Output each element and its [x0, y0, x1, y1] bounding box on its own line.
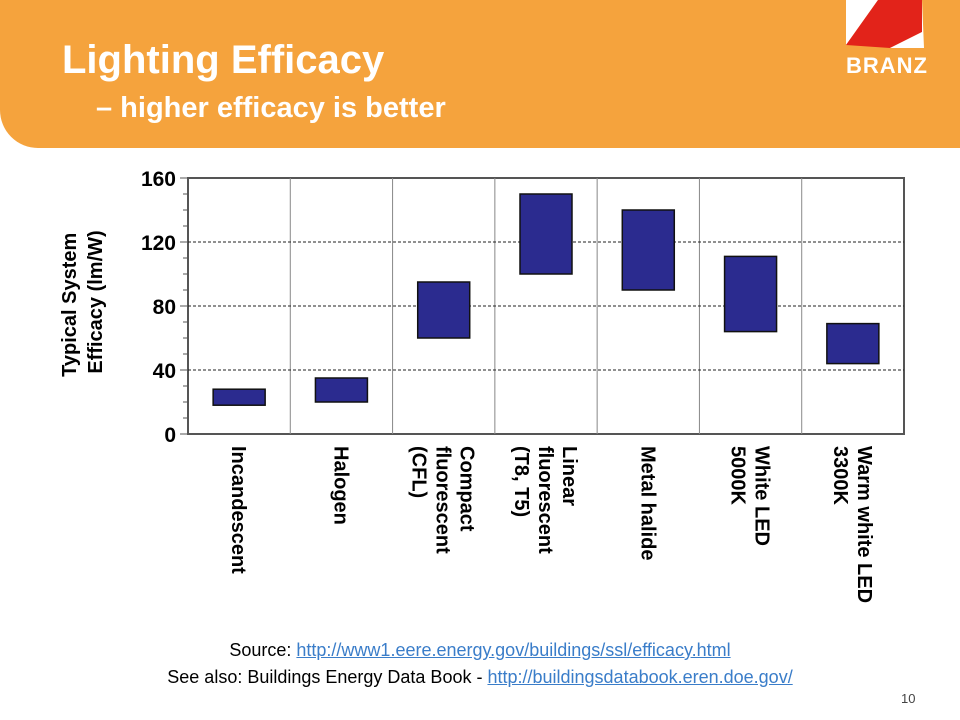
range-bar — [621, 209, 676, 291]
range-bar — [212, 388, 266, 406]
see-also-line: See also: Buildings Energy Data Book - h… — [0, 667, 960, 688]
x-tick-label-line: Halogen — [329, 446, 351, 525]
range-bar — [416, 281, 471, 339]
range-bar — [826, 322, 880, 365]
x-tick-label-line: fluorescent — [534, 446, 556, 554]
page-number: 10 — [901, 691, 916, 706]
x-tick-label-line: (T8, T5) — [510, 446, 532, 517]
x-tick-label: Incandescent — [227, 446, 249, 574]
y-axis-label: Typical System Efficacy (lm/W) — [59, 227, 107, 377]
x-tick-label-line: White LED — [751, 446, 773, 546]
range-bar — [314, 377, 369, 403]
range-bar — [723, 255, 778, 333]
see-also-link[interactable]: http://buildingsdatabook.eren.doe.gov/ — [487, 667, 793, 687]
x-tick-label: Halogen — [329, 446, 351, 525]
x-tick-label: Metal halide — [636, 446, 658, 560]
y-axis-label-line2: Efficacy (lm/W) — [85, 230, 107, 373]
slide-title: Lighting Efficacy — [62, 38, 385, 82]
x-tick-label-line: Linear — [558, 446, 580, 506]
see-also-prefix: See also: Buildings Energy Data Book - — [167, 667, 488, 687]
source-prefix: Source: — [229, 640, 297, 660]
y-tick-label: 40 — [153, 360, 176, 383]
range-bar — [519, 193, 573, 275]
x-tick-label-line: 3300K — [829, 446, 851, 505]
y-tick-label: 0 — [164, 424, 176, 447]
y-tick-label: 120 — [141, 232, 176, 255]
x-tick-label-line: Incandescent — [227, 446, 249, 574]
x-tick-label-line: Warm white LED — [853, 446, 875, 603]
source-line: Source: http://www1.eere.energy.gov/buil… — [0, 640, 960, 661]
x-tick-label-line: Compact — [456, 446, 478, 532]
x-tick-label-line: (CFL) — [408, 446, 430, 498]
y-axis-label-line1: Typical System — [59, 233, 81, 377]
y-tick-label: 80 — [153, 296, 176, 319]
slide-subtitle: – higher efficacy is better — [96, 92, 446, 124]
y-tick-label: 160 — [141, 168, 176, 191]
x-tick-label-line: Metal halide — [636, 446, 658, 560]
efficacy-chart: Typical System Efficacy (lm/W) 0 40 80 120 1… — [59, 168, 905, 603]
x-tick-label-line: 5000K — [727, 446, 749, 505]
header-banner — [0, 0, 960, 148]
source-link[interactable]: http://www1.eere.energy.gov/buildings/ss… — [296, 640, 731, 660]
branz-logo-text: BRANZ — [846, 53, 928, 78]
x-tick-label-line: fluorescent — [432, 446, 454, 554]
branz-logo-icon — [838, 0, 960, 90]
